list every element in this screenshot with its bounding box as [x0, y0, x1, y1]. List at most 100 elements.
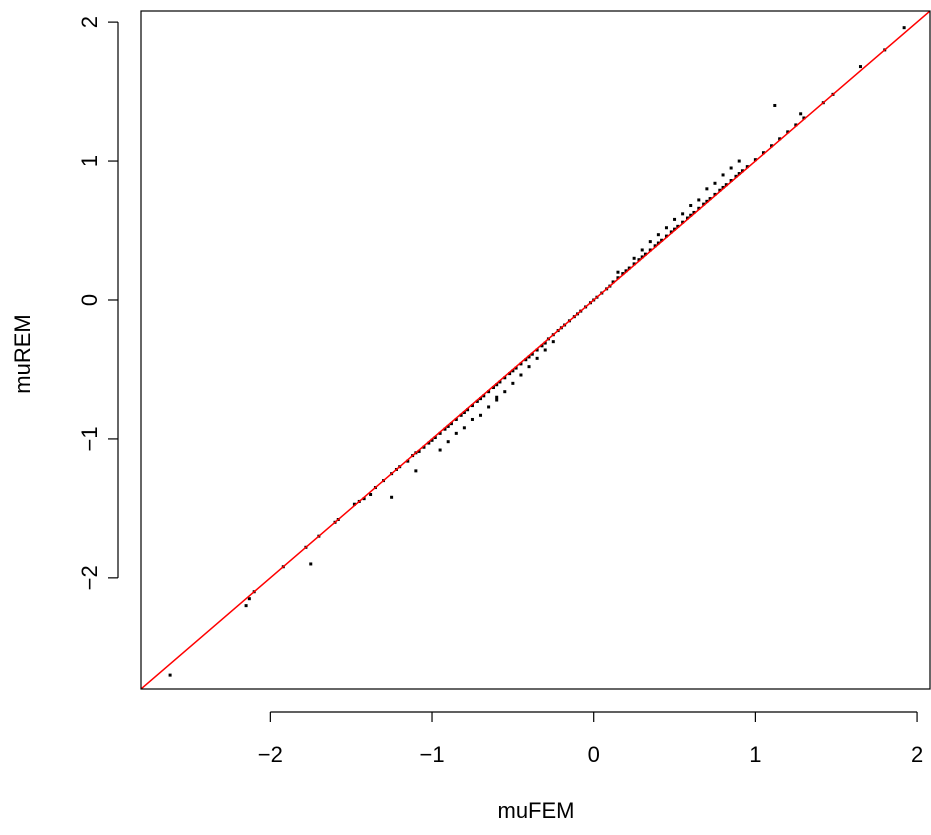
data-point — [653, 244, 657, 248]
data-point — [543, 341, 547, 345]
data-point — [519, 373, 523, 377]
data-point — [632, 262, 636, 266]
data-point — [729, 166, 733, 170]
data-point — [761, 151, 765, 155]
data-point — [770, 144, 774, 148]
data-point — [369, 492, 373, 496]
data-point — [902, 26, 906, 30]
data-point — [482, 394, 486, 398]
data-point — [778, 137, 782, 141]
data-point — [689, 213, 693, 217]
data-point — [417, 449, 421, 453]
data-point — [676, 224, 680, 228]
plot-frame — [140, 10, 931, 690]
data-point — [475, 399, 479, 403]
data-point — [244, 604, 248, 608]
data-point — [673, 227, 677, 231]
data-point — [616, 276, 620, 280]
data-point — [656, 241, 660, 245]
data-point — [454, 431, 458, 435]
data-point — [438, 431, 442, 435]
data-point — [648, 248, 652, 252]
data-point — [737, 159, 741, 163]
data-point — [406, 459, 410, 463]
data-point — [669, 230, 673, 234]
data-point — [430, 438, 434, 442]
data-point — [858, 65, 862, 69]
y-tick-label: −2 — [77, 565, 102, 590]
data-point — [734, 174, 738, 178]
data-point — [673, 217, 677, 221]
data-point — [786, 130, 790, 134]
data-point — [487, 390, 491, 394]
data-point — [524, 358, 528, 362]
data-point — [681, 220, 685, 224]
x-tick-label: 0 — [588, 742, 600, 767]
y-tick-label: 0 — [77, 294, 102, 306]
y-tick-label: −1 — [77, 426, 102, 451]
data-point — [427, 441, 431, 445]
data-point — [470, 404, 474, 408]
data-point — [535, 356, 539, 360]
x-tick-label: 2 — [911, 742, 923, 767]
data-point — [514, 366, 518, 370]
plot-marks — [141, 11, 930, 689]
data-point — [802, 116, 806, 120]
data-point — [540, 344, 544, 348]
data-point — [689, 204, 693, 208]
y-tick-label: 2 — [77, 16, 102, 28]
data-point — [702, 202, 706, 206]
data-point — [624, 269, 628, 273]
data-point — [511, 381, 515, 385]
data-point — [664, 234, 668, 238]
data-point — [551, 340, 555, 344]
data-point — [454, 417, 458, 421]
data-point — [713, 181, 717, 185]
data-point — [422, 445, 426, 449]
data-point — [708, 197, 712, 201]
data-point — [627, 266, 631, 270]
data-point — [543, 348, 547, 352]
data-point — [519, 362, 523, 366]
data-point — [799, 112, 803, 116]
data-point — [438, 448, 442, 452]
data-point — [773, 103, 777, 107]
data-point — [611, 280, 615, 284]
data-point — [503, 390, 507, 394]
data-point — [664, 226, 668, 230]
data-point — [643, 252, 647, 256]
data-point — [621, 272, 625, 276]
data-point — [449, 422, 453, 426]
data-point — [479, 413, 483, 417]
data-point — [656, 233, 660, 237]
data-point — [794, 123, 798, 127]
data-point — [309, 562, 313, 566]
data-point — [705, 199, 709, 203]
data-point — [721, 173, 725, 177]
data-point — [462, 411, 466, 415]
data-point — [495, 398, 499, 402]
data-point — [446, 424, 450, 428]
data-point — [740, 169, 744, 173]
x-tick-label: −1 — [419, 742, 444, 767]
data-point — [462, 426, 466, 430]
data-point — [681, 212, 685, 216]
data-point — [616, 270, 620, 274]
data-point — [685, 216, 689, 220]
data-point — [637, 258, 641, 262]
data-point — [443, 427, 447, 431]
data-point — [487, 405, 491, 409]
data-point — [745, 165, 749, 169]
data-point — [718, 188, 722, 192]
data-point — [737, 172, 741, 176]
data-point — [508, 372, 512, 376]
data-point — [713, 192, 717, 196]
data-point — [247, 597, 251, 601]
axes: −2 −1 0 1 2 −2 −1 0 1 2 — [77, 10, 931, 767]
data-point — [495, 395, 499, 399]
data-point — [648, 240, 652, 244]
data-point — [498, 380, 502, 384]
data-point — [527, 365, 531, 369]
x-tick-label: −2 — [258, 742, 283, 767]
